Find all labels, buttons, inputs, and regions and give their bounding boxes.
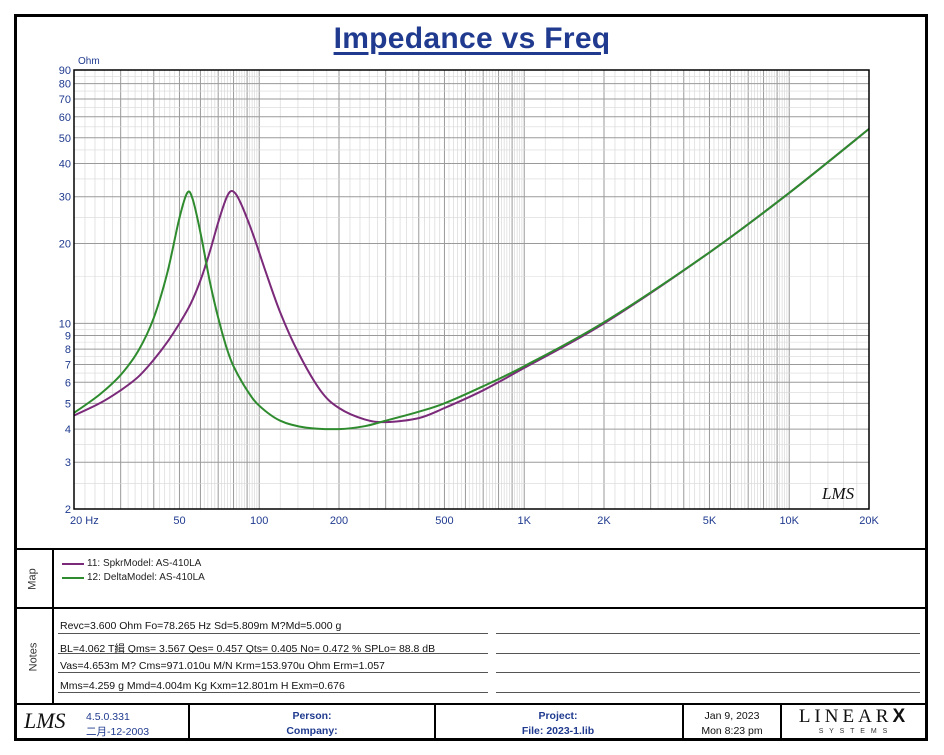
note-rule bbox=[58, 653, 488, 654]
map-entry-1: 11: SpkrModel: AS-410LA bbox=[62, 558, 201, 569]
x-tick-label: 5K bbox=[703, 515, 717, 527]
person-block: Person: Company: bbox=[190, 705, 434, 743]
y-tick-label: 10 bbox=[59, 318, 71, 330]
note-line-1: Revc=3.600 Ohm Fo=78.265 Hz Sd=5.809m M?… bbox=[60, 620, 342, 632]
section-divider bbox=[14, 703, 928, 705]
note-line-3: Vas=4.653m M? Cms=971.010u M/N Krm=153.9… bbox=[60, 660, 385, 672]
x-tick-label: 500 bbox=[435, 515, 453, 527]
y-axis-label: Ohm bbox=[78, 56, 100, 67]
note-rule bbox=[58, 692, 488, 693]
version-date: 二月-12-2003 bbox=[86, 726, 150, 738]
footer-divider bbox=[780, 705, 782, 741]
file-label: File: 2023-1.lib bbox=[521, 725, 595, 737]
datetime-block: Jan 9, 2023 Mon 8:23 pm bbox=[684, 705, 780, 743]
map-divider bbox=[52, 550, 54, 608]
x-tick-label: 1K bbox=[517, 515, 531, 527]
report-frame bbox=[14, 14, 928, 741]
series-line-1 bbox=[73, 128, 870, 424]
x-tick-label: 2K bbox=[597, 515, 611, 527]
project-block: Project: File: 2023-1.lib bbox=[436, 705, 680, 743]
y-tick-label: 50 bbox=[59, 133, 71, 145]
footer-divider bbox=[434, 705, 436, 741]
y-tick-label: 6 bbox=[65, 377, 71, 389]
note-line-2: BL=4.062 T緝 Qms= 3.567 Qes= 0.457 Qts= 0… bbox=[60, 643, 436, 655]
x-tick-label: 10K bbox=[779, 515, 799, 527]
plot-border bbox=[73, 69, 870, 510]
section-divider bbox=[14, 607, 928, 609]
map-entry-2: 12: DeltaModel: AS-410LA bbox=[62, 572, 205, 583]
y-tick-label: 30 bbox=[59, 192, 71, 204]
project-label: Project: bbox=[538, 710, 578, 722]
y-tick-label: 2 bbox=[65, 504, 71, 516]
chart-series bbox=[73, 128, 870, 431]
brand-main: LINEAR bbox=[798, 706, 893, 727]
linearx-logo: LINEARX S Y S T E M S bbox=[784, 706, 924, 735]
note-rule bbox=[496, 633, 920, 634]
person-label: Person: bbox=[292, 710, 332, 722]
note-rule bbox=[496, 672, 920, 673]
y-tick-label: 20 bbox=[59, 238, 71, 250]
y-tick-label: 5 bbox=[65, 398, 71, 410]
x-tick-label: 100 bbox=[250, 515, 268, 527]
legend-swatch-2 bbox=[62, 576, 84, 579]
note-rule bbox=[58, 672, 488, 673]
y-tick-label: 40 bbox=[59, 159, 71, 171]
brand-x: X bbox=[892, 706, 910, 727]
x-tick-label: 20 Hz bbox=[70, 515, 99, 527]
notes-divider bbox=[52, 609, 54, 704]
note-rule bbox=[496, 692, 920, 693]
y-tick-label: 4 bbox=[65, 424, 71, 436]
x-tick-label: 20K bbox=[859, 515, 879, 527]
y-tick-label: 80 bbox=[59, 79, 71, 91]
notes-section-label: Notes bbox=[27, 642, 39, 672]
company-label: Company: bbox=[286, 725, 338, 737]
legend-swatch-1 bbox=[62, 562, 84, 565]
x-tick-label: 50 bbox=[173, 515, 185, 527]
map-section-label: Map bbox=[27, 568, 39, 590]
y-tick-label: 8 bbox=[65, 344, 71, 356]
x-tick-label: 200 bbox=[330, 515, 348, 527]
footer-lms-logo: LMS bbox=[24, 708, 66, 733]
version-block: 4.5.0.331 二月-12-2003 bbox=[86, 710, 149, 740]
y-tick-label: 70 bbox=[59, 94, 71, 106]
footer-divider bbox=[188, 705, 190, 741]
chart-grid bbox=[73, 69, 870, 510]
note-line-4: Mms=4.259 g Mmd=4.004m Kg Kxm=12.801m H … bbox=[60, 680, 345, 692]
y-tick-label: 3 bbox=[65, 457, 71, 469]
footer-divider bbox=[682, 705, 684, 741]
section-divider bbox=[14, 548, 928, 550]
y-tick-label: 9 bbox=[65, 331, 71, 343]
footer-date: Jan 9, 2023 bbox=[704, 710, 760, 722]
brand-sub: S Y S T E M S bbox=[818, 728, 890, 735]
footer-time: Mon 8:23 pm bbox=[701, 725, 763, 737]
y-tick-label: 60 bbox=[59, 112, 71, 124]
note-rule bbox=[496, 653, 920, 654]
version-number: 4.5.0.331 bbox=[86, 711, 130, 723]
note-rule bbox=[58, 633, 488, 634]
y-tick-label: 7 bbox=[65, 360, 71, 372]
y-tick-label: 90 bbox=[59, 65, 71, 77]
chart-title: Impedance vs Freq bbox=[333, 22, 611, 55]
series-line-2 bbox=[73, 128, 870, 431]
lms-watermark: LMS bbox=[821, 484, 855, 503]
